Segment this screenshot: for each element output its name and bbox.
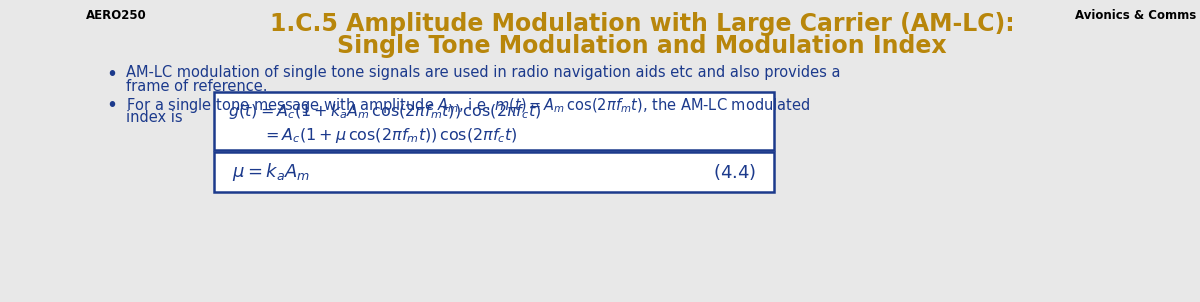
Text: AM-LC modulation of single tone signals are used in radio navigation aids etc an: AM-LC modulation of single tone signals … [126, 65, 840, 80]
Text: $\mu = k_a A_m$: $\mu = k_a A_m$ [232, 161, 310, 183]
Text: $= A_c(1 + \mu\,\mathrm{cos}(2\pi f_m t))\,\mathrm{cos}(2\pi f_c t)$: $= A_c(1 + \mu\,\mathrm{cos}(2\pi f_m t)… [262, 126, 517, 145]
Text: Avionics & Comms: Avionics & Comms [1075, 9, 1196, 22]
Text: •: • [107, 65, 118, 84]
Text: AERO250: AERO250 [86, 9, 146, 22]
FancyBboxPatch shape [214, 152, 774, 192]
Text: frame of reference.: frame of reference. [126, 79, 268, 94]
Text: Single Tone Modulation and Modulation Index: Single Tone Modulation and Modulation In… [337, 34, 947, 58]
Text: $(4.4)$: $(4.4)$ [713, 162, 756, 182]
Text: •: • [107, 96, 118, 115]
Text: 1.C.5 Amplitude Modulation with Large Carrier (AM-LC):: 1.C.5 Amplitude Modulation with Large Ca… [270, 12, 1014, 36]
Text: For a single tone message with amplitude $A_m$, i.e. $m(t) = A_m\,\mathrm{cos}(2: For a single tone message with amplitude… [126, 96, 810, 115]
Text: $g(t) = A_c(1 + k_a A_m\,\mathrm{cos}(2\pi f_m t))\,\mathrm{cos}(2\pi f_c t)$: $g(t) = A_c(1 + k_a A_m\,\mathrm{cos}(2\… [228, 102, 541, 121]
FancyBboxPatch shape [214, 92, 774, 150]
Text: index is: index is [126, 110, 182, 125]
